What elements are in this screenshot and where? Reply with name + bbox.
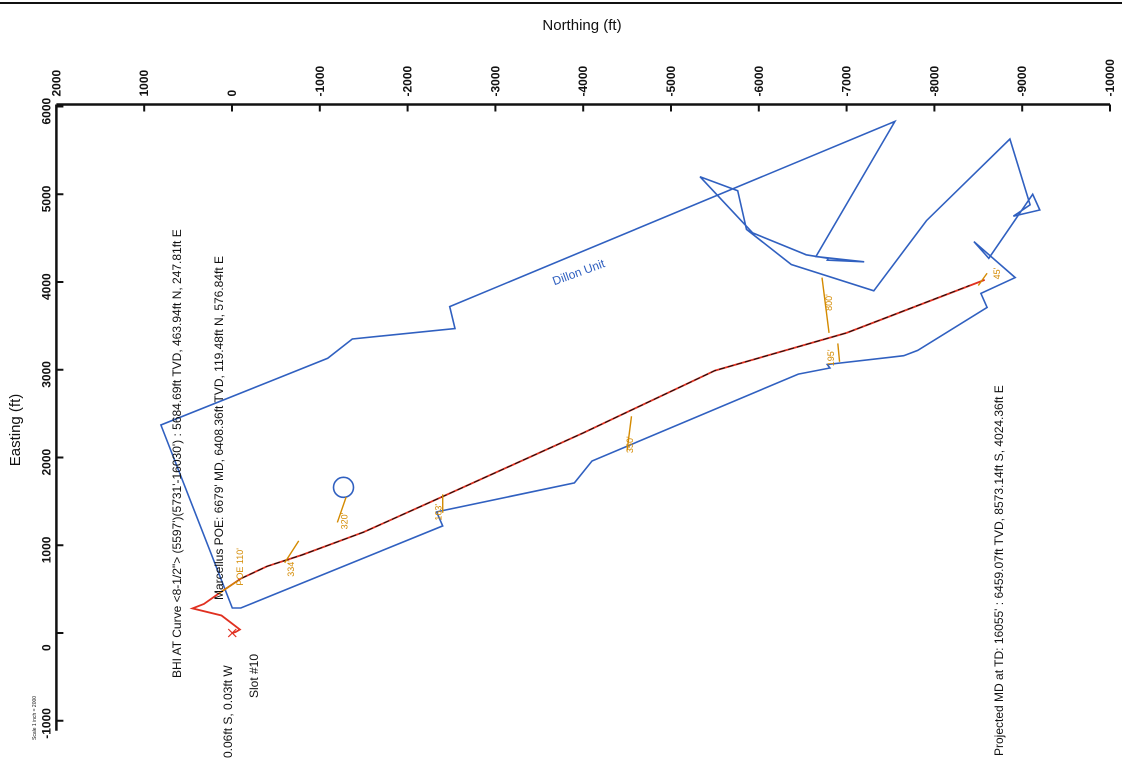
x-tick-label: 0 xyxy=(225,90,239,97)
y-tick-label: 1000 xyxy=(39,536,53,563)
offset-label: 320' xyxy=(340,512,350,529)
offset-label: 195' xyxy=(826,349,836,366)
y-tick-label: 4000 xyxy=(39,273,53,300)
x-tick-label: 1000 xyxy=(137,69,151,96)
offset-label: POE 110' xyxy=(235,548,245,586)
x-tick-label: -2000 xyxy=(401,65,415,96)
x-tick-label: 2000 xyxy=(49,69,63,96)
annotation-projected-td: Projected MD at TD: 16055' : 6459.07ft T… xyxy=(992,385,1006,756)
offset-label: 45' xyxy=(992,267,1002,279)
x-tick-label: -8000 xyxy=(927,65,941,96)
x-axis-title: Northing (ft) xyxy=(542,17,621,34)
annotation-bhi-curve: BHI AT Curve <8-1/2"> (5597')(5731'-1603… xyxy=(170,229,184,678)
offset-line xyxy=(837,343,841,362)
offset-line xyxy=(626,416,633,451)
y-tick-label: 6000 xyxy=(39,97,53,124)
scale-note: Scale 1 inch = 2000 xyxy=(32,696,38,740)
circle-marker xyxy=(332,476,355,499)
axes-layer: 2000 1000 0 -1000 -2000 -3000 -4000 -5000 -6000 -… xyxy=(39,59,1117,739)
x-tick-label: -7000 xyxy=(840,65,854,96)
survey-line xyxy=(218,285,970,594)
offset-label: 350' xyxy=(625,436,635,453)
x-tick-label: -6000 xyxy=(752,65,766,96)
offset-label: 800' xyxy=(824,294,834,311)
offset-line xyxy=(284,540,300,564)
y-tick-label: 0 xyxy=(39,644,53,651)
x-tick-label: -9000 xyxy=(1015,65,1029,96)
y-axis-title: Easting (ft) xyxy=(7,394,24,467)
offset-line xyxy=(821,277,830,333)
slot-marker xyxy=(227,628,237,638)
x-tick-label: -10000 xyxy=(1103,59,1117,97)
offset-line xyxy=(336,496,347,523)
path-layer xyxy=(189,279,986,638)
boundary-layer xyxy=(159,119,1041,609)
annotation-slot-offset: 0.06ft S, 0.03ft W xyxy=(221,665,235,758)
offset-label: 334' xyxy=(286,560,296,577)
annotation-slot-name: Slot #10 xyxy=(247,654,261,698)
annotation-marcellus-poe: Marcellus POE: 6679' MD, 6408.36ft TVD, … xyxy=(212,256,226,600)
x-tick-label: -5000 xyxy=(664,65,678,96)
offset-line xyxy=(977,272,988,286)
unit-boundary xyxy=(159,119,1041,609)
y-tick-label: -1000 xyxy=(39,708,53,739)
y-tick-label: 5000 xyxy=(39,185,53,212)
y-tick-label: 2000 xyxy=(39,448,53,475)
offset-label: 163' xyxy=(433,504,443,521)
x-tick-label: -1000 xyxy=(313,65,327,96)
x-tick-label: -4000 xyxy=(576,65,590,96)
offset-layer: POE 110' 334' 320' 163' 350' 195' 800' 45' xyxy=(218,267,1002,595)
offset-line xyxy=(218,580,238,595)
x-tick-label: -3000 xyxy=(488,65,502,96)
y-tick-label: 3000 xyxy=(39,361,53,388)
